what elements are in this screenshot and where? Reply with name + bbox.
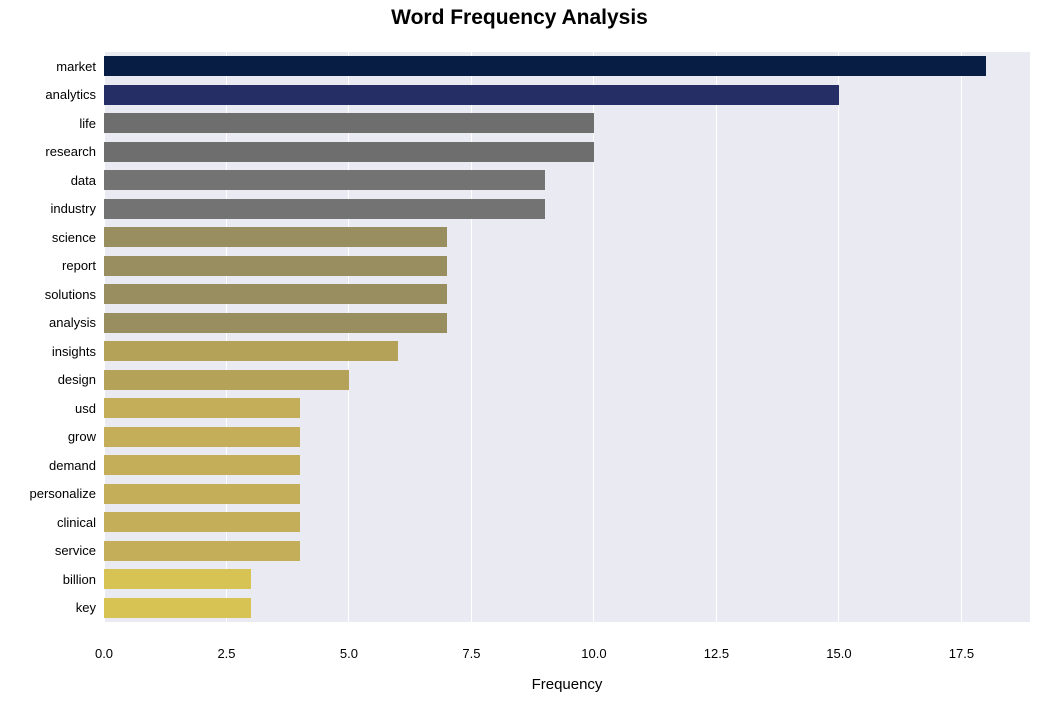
bar [104, 427, 300, 447]
x-axis-tick-label: 10.0 [581, 646, 606, 661]
bar [104, 227, 447, 247]
y-axis-label: grow [0, 429, 96, 444]
plot-area [104, 36, 1030, 638]
x-gridline [961, 36, 962, 638]
y-axis-label: personalize [0, 486, 96, 501]
bar [104, 56, 986, 76]
bar [104, 598, 251, 618]
y-axis-label: service [0, 543, 96, 558]
y-axis-label: report [0, 258, 96, 273]
bar [104, 170, 545, 190]
bar [104, 484, 300, 504]
bar [104, 512, 300, 532]
x-gridline [716, 36, 717, 638]
x-axis-tick-label: 0.0 [95, 646, 113, 661]
x-axis-tick-label: 5.0 [340, 646, 358, 661]
bar [104, 313, 447, 333]
bar [104, 85, 839, 105]
y-axis-label: industry [0, 201, 96, 216]
chart-title: Word Frequency Analysis [0, 6, 1039, 30]
bar [104, 370, 349, 390]
y-axis-label: solutions [0, 287, 96, 302]
y-axis-label: insights [0, 344, 96, 359]
y-axis-label: research [0, 144, 96, 159]
x-axis-tick-label: 17.5 [949, 646, 974, 661]
x-axis-tick-label: 7.5 [462, 646, 480, 661]
y-axis-label: clinical [0, 515, 96, 530]
x-gridline [838, 36, 839, 638]
word-frequency-chart: Word Frequency Analysis Frequency market… [0, 0, 1039, 701]
y-axis-label: data [0, 173, 96, 188]
y-axis-label: key [0, 600, 96, 615]
bar [104, 284, 447, 304]
y-axis-label: market [0, 59, 96, 74]
bar [104, 398, 300, 418]
x-axis-tick-label: 15.0 [826, 646, 851, 661]
bar [104, 569, 251, 589]
y-axis-label: analysis [0, 315, 96, 330]
x-axis-title: Frequency [104, 676, 1030, 693]
y-axis-label: life [0, 116, 96, 131]
bar [104, 541, 300, 561]
bar [104, 455, 300, 475]
bar [104, 113, 594, 133]
x-axis-tick-label: 12.5 [704, 646, 729, 661]
y-axis-label: analytics [0, 87, 96, 102]
y-axis-label: design [0, 372, 96, 387]
y-axis-label: science [0, 230, 96, 245]
bar [104, 256, 447, 276]
y-axis-label: usd [0, 401, 96, 416]
y-axis-label: billion [0, 572, 96, 587]
bar [104, 142, 594, 162]
bar [104, 199, 545, 219]
bar [104, 341, 398, 361]
x-axis-tick-label: 2.5 [217, 646, 235, 661]
y-axis-label: demand [0, 458, 96, 473]
